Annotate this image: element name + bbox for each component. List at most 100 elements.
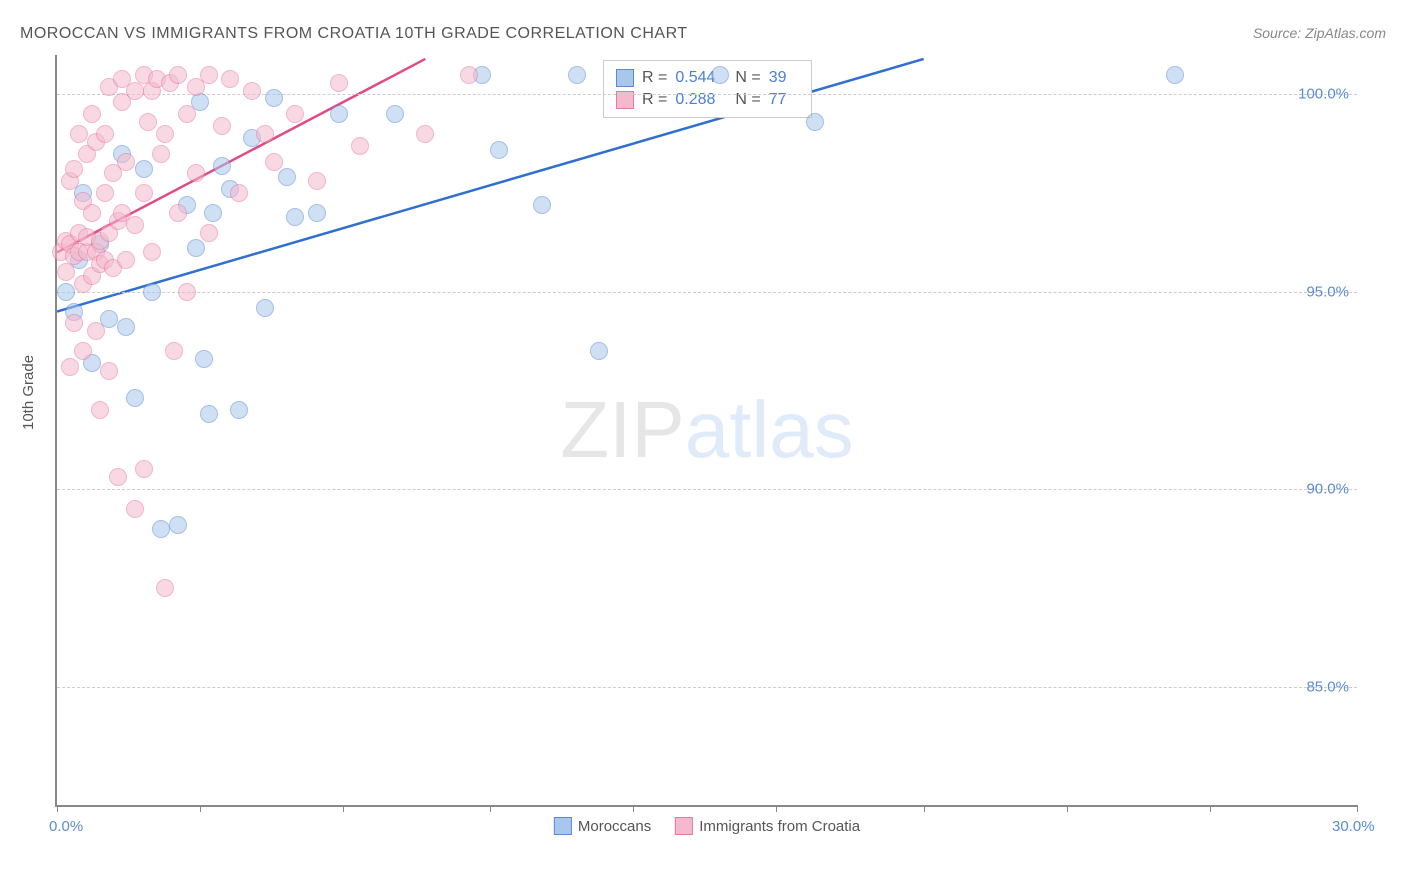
data-point xyxy=(386,105,404,123)
data-point xyxy=(256,125,274,143)
legend-swatch xyxy=(554,817,572,835)
y-axis-label: 10th Grade xyxy=(20,355,37,430)
data-point xyxy=(126,500,144,518)
data-point xyxy=(265,153,283,171)
data-point xyxy=(152,145,170,163)
data-point xyxy=(135,460,153,478)
gridline xyxy=(57,292,1357,293)
watermark-atlas: atlas xyxy=(685,385,854,474)
x-tick-label: 30.0% xyxy=(1332,818,1375,835)
data-point xyxy=(96,184,114,202)
y-tick-label: 100.0% xyxy=(1298,86,1349,103)
x-tick xyxy=(633,805,634,812)
data-point xyxy=(109,468,127,486)
x-tick xyxy=(924,805,925,812)
data-point xyxy=(230,184,248,202)
data-point xyxy=(126,389,144,407)
watermark: ZIPatlas xyxy=(560,384,853,476)
data-point xyxy=(187,164,205,182)
gridline xyxy=(57,687,1357,688)
x-tick xyxy=(1067,805,1068,812)
x-tick xyxy=(200,805,201,812)
stats-row: R = 0.288 N = 77 xyxy=(616,89,799,111)
data-point xyxy=(117,153,135,171)
data-point xyxy=(806,113,824,131)
data-point xyxy=(533,196,551,214)
chart-title: MOROCCAN VS IMMIGRANTS FROM CROATIA 10TH… xyxy=(20,25,688,43)
data-point xyxy=(117,318,135,336)
data-point xyxy=(256,299,274,317)
data-point xyxy=(286,105,304,123)
data-point xyxy=(213,157,231,175)
data-point xyxy=(126,216,144,234)
trend-lines xyxy=(57,55,1357,805)
bottom-legend: Moroccans Immigrants from Croatia xyxy=(554,817,860,835)
data-point xyxy=(330,105,348,123)
data-point xyxy=(169,66,187,84)
data-point xyxy=(460,66,478,84)
r-value: 0.544 xyxy=(675,69,715,87)
data-point xyxy=(83,204,101,222)
data-point xyxy=(278,168,296,186)
data-point xyxy=(57,263,75,281)
data-point xyxy=(169,516,187,534)
data-point xyxy=(330,74,348,92)
data-point xyxy=(135,184,153,202)
x-tick xyxy=(490,805,491,812)
data-point xyxy=(204,204,222,222)
data-point xyxy=(100,362,118,380)
data-point xyxy=(65,314,83,332)
data-point xyxy=(70,125,88,143)
data-point xyxy=(135,160,153,178)
legend-item: Immigrants from Croatia xyxy=(675,817,860,835)
n-label: N = xyxy=(735,69,760,87)
data-point xyxy=(243,82,261,100)
data-point xyxy=(65,160,83,178)
legend-item: Moroccans xyxy=(554,817,651,835)
data-point xyxy=(1166,66,1184,84)
data-point xyxy=(230,401,248,419)
stats-row: R = 0.544 N = 39 xyxy=(616,67,799,89)
data-point xyxy=(117,251,135,269)
data-point xyxy=(308,172,326,190)
data-point xyxy=(187,239,205,257)
n-value: 39 xyxy=(769,69,787,87)
legend-label: Immigrants from Croatia xyxy=(699,818,860,835)
data-point xyxy=(165,342,183,360)
data-point xyxy=(61,358,79,376)
data-point xyxy=(568,66,586,84)
data-point xyxy=(195,350,213,368)
data-point xyxy=(74,342,92,360)
data-point xyxy=(156,125,174,143)
series-swatch xyxy=(616,69,634,87)
data-point xyxy=(57,283,75,301)
data-point xyxy=(156,579,174,597)
data-point xyxy=(139,113,157,131)
x-tick xyxy=(776,805,777,812)
y-tick-label: 90.0% xyxy=(1306,481,1349,498)
data-point xyxy=(96,125,114,143)
data-point xyxy=(126,82,144,100)
x-tick xyxy=(343,805,344,812)
data-point xyxy=(169,204,187,222)
data-point xyxy=(143,283,161,301)
data-point xyxy=(83,105,101,123)
data-point xyxy=(590,342,608,360)
data-point xyxy=(87,322,105,340)
r-label: R = xyxy=(642,69,667,87)
legend-swatch xyxy=(675,817,693,835)
data-point xyxy=(351,137,369,155)
data-point xyxy=(308,204,326,222)
y-tick-label: 85.0% xyxy=(1306,678,1349,695)
x-tick xyxy=(1357,805,1358,812)
data-point xyxy=(221,70,239,88)
data-point xyxy=(213,117,231,135)
data-point xyxy=(286,208,304,226)
data-point xyxy=(152,520,170,538)
chart-area: ZIPatlas R = 0.544 N = 39 R = 0.288 N = … xyxy=(55,55,1357,807)
source-label: Source: ZipAtlas.com xyxy=(1253,25,1386,41)
data-point xyxy=(200,405,218,423)
data-point xyxy=(143,243,161,261)
data-point xyxy=(91,401,109,419)
watermark-zip: ZIP xyxy=(560,385,684,474)
